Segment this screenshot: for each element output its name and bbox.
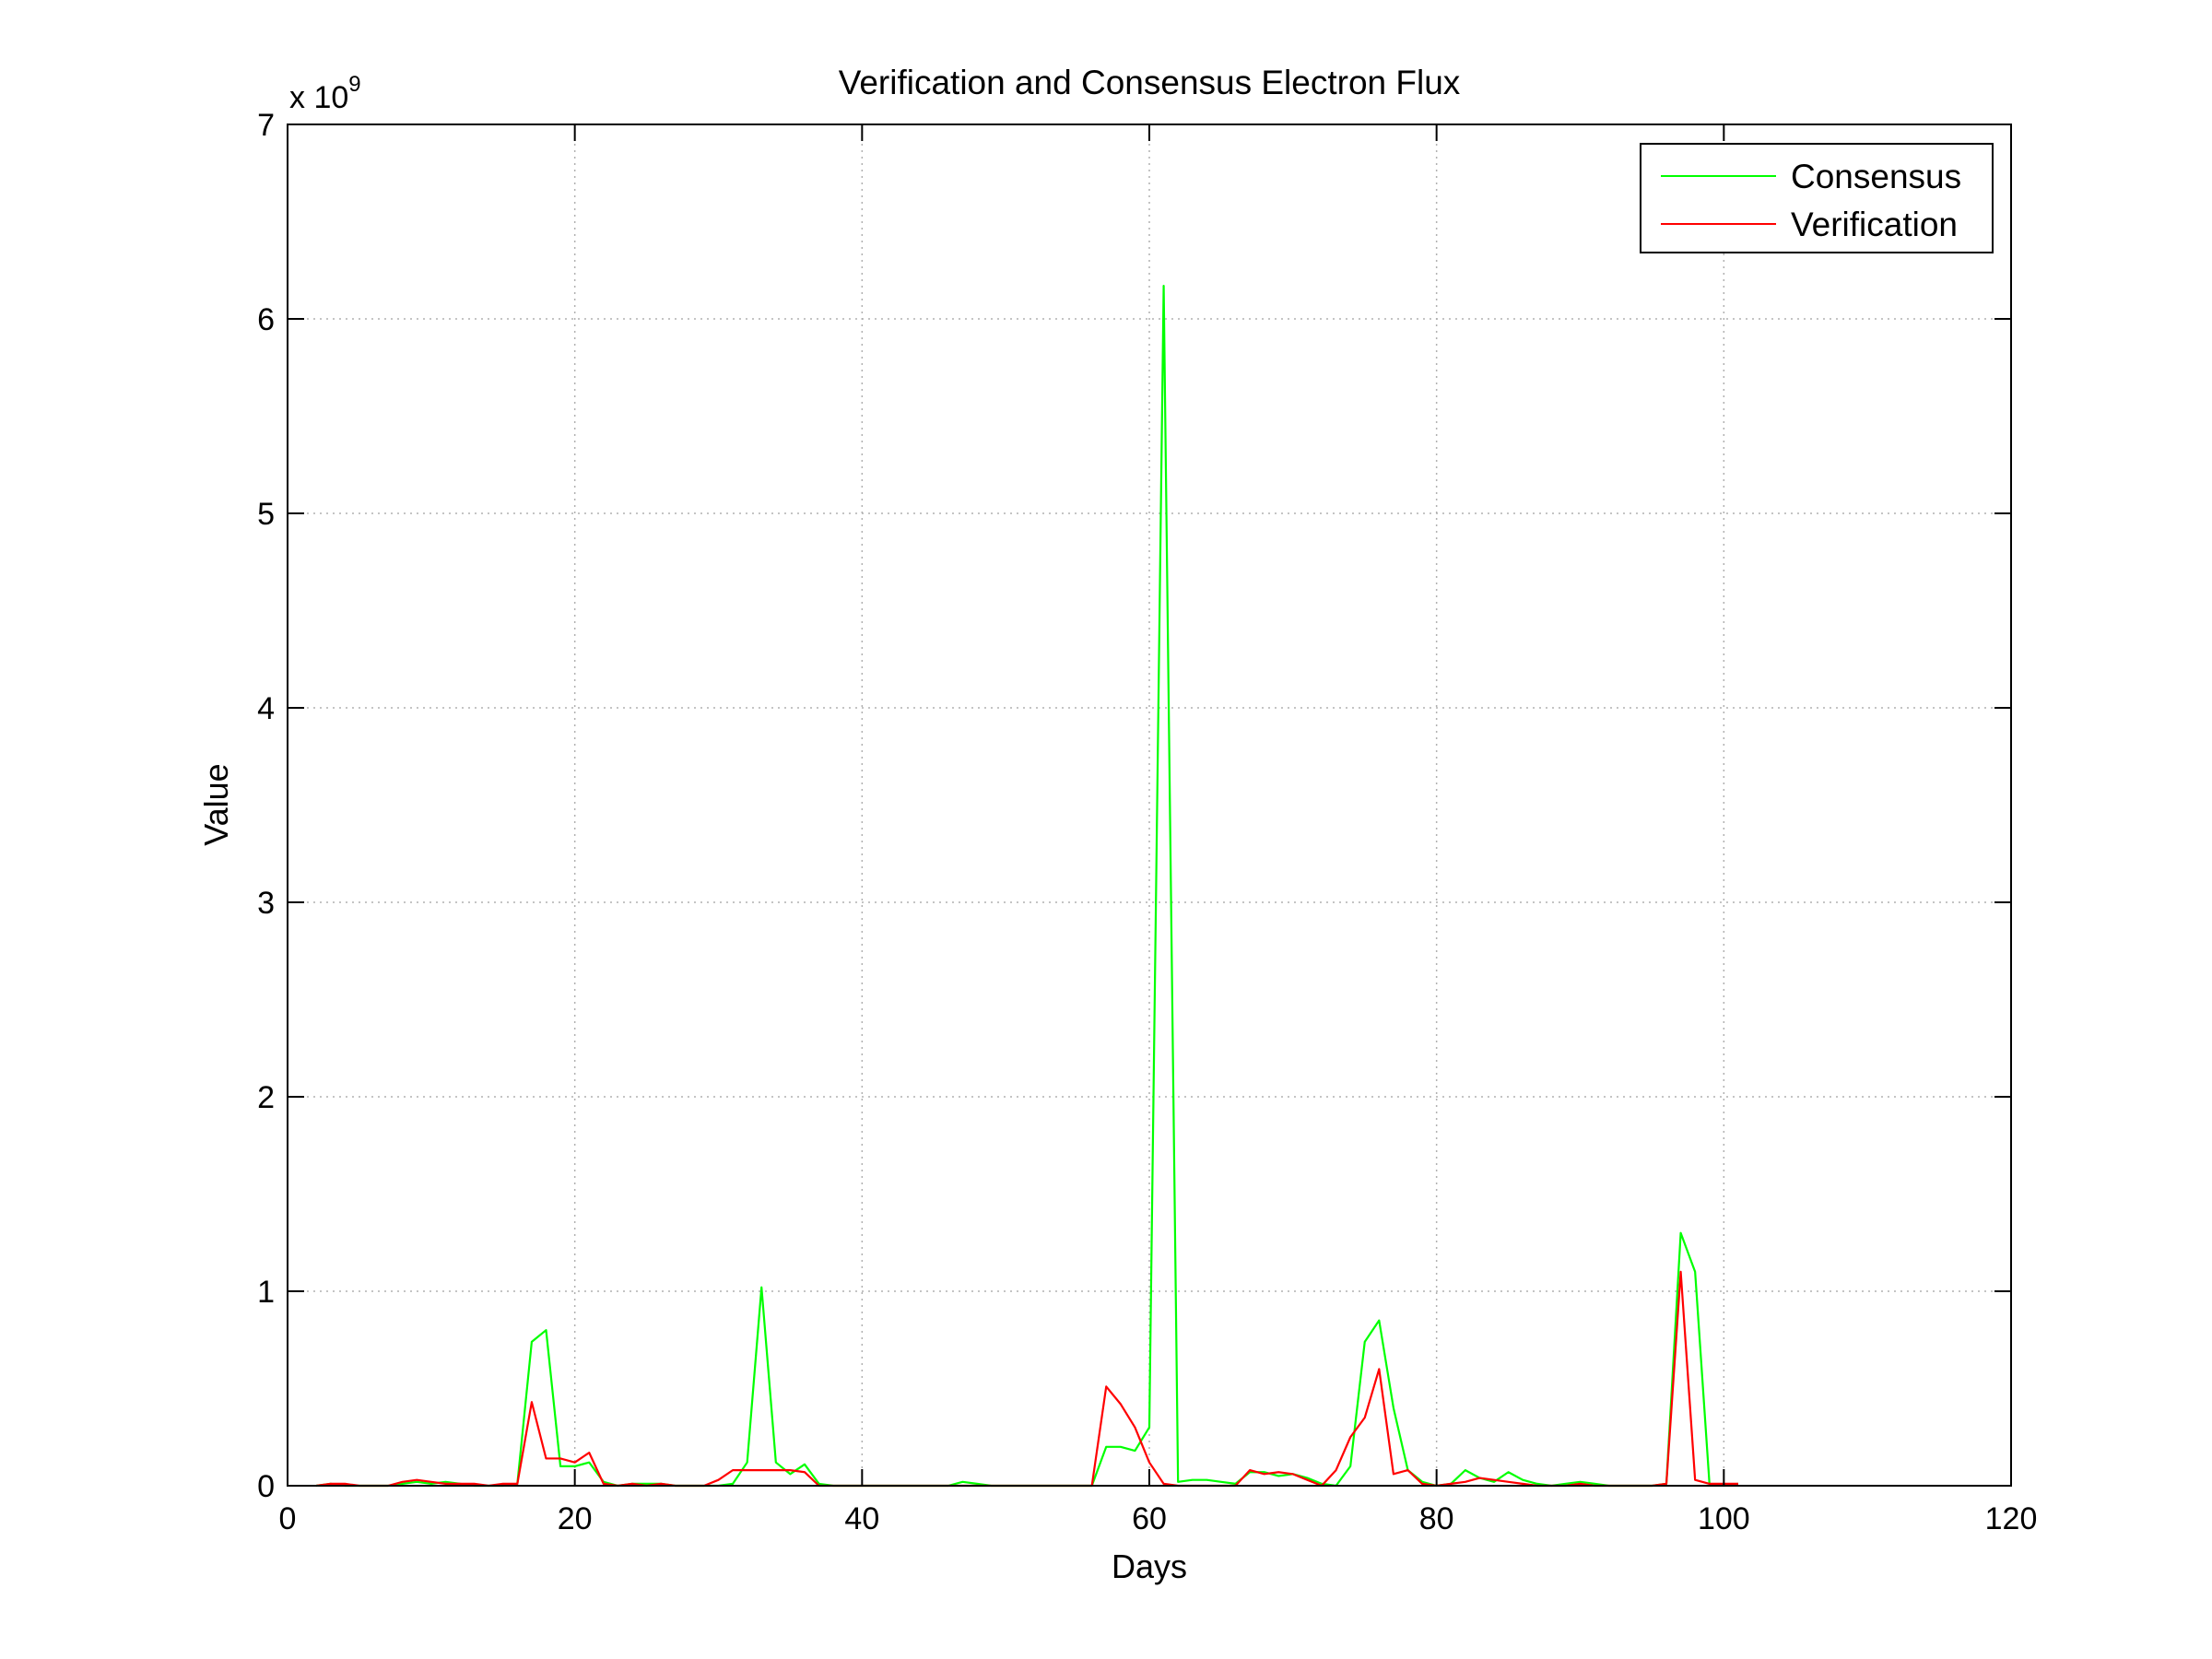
y-tick-label: 0 — [257, 1469, 275, 1504]
legend-label-consensus: Consensus — [1791, 158, 1961, 195]
y-axis-multiplier: x 109 — [289, 72, 361, 115]
x-tick-label: 60 — [1132, 1501, 1167, 1536]
y-axis-multiplier-exponent: 9 — [348, 72, 360, 97]
ticks — [287, 124, 2012, 1487]
tick-labels: 0 20 40 60 80 100 120 0 1 2 3 4 5 6 7 — [257, 108, 2037, 1536]
y-tick-label: 6 — [257, 302, 275, 337]
plot-area — [288, 124, 2011, 1486]
legend: Consensus Verification — [1640, 143, 1994, 253]
legend-label-verification: Verification — [1791, 206, 1958, 243]
legend-box — [1640, 143, 1994, 253]
y-tick-label: 4 — [257, 691, 275, 726]
y-axis-multiplier-base: x 10 — [289, 80, 348, 115]
y-tick-label: 2 — [257, 1080, 275, 1115]
y-tick-label: 7 — [257, 108, 275, 143]
y-tick-label: 3 — [257, 886, 275, 921]
y-tick-label: 1 — [257, 1275, 275, 1310]
x-tick-label: 100 — [1698, 1501, 1750, 1536]
x-axis-title: Days — [1112, 1547, 1187, 1585]
x-tick-label: 40 — [844, 1501, 879, 1536]
x-tick-label: 0 — [279, 1501, 297, 1536]
x-tick-label: 80 — [1419, 1501, 1454, 1536]
grid — [288, 124, 2011, 1486]
x-tick-label: 120 — [1985, 1501, 2038, 1536]
x-tick-label: 20 — [558, 1501, 593, 1536]
y-axis-title: Value — [197, 763, 235, 845]
y-tick-label: 5 — [257, 497, 275, 532]
chart-title: Verification and Consensus Electron Flux — [839, 64, 1461, 101]
